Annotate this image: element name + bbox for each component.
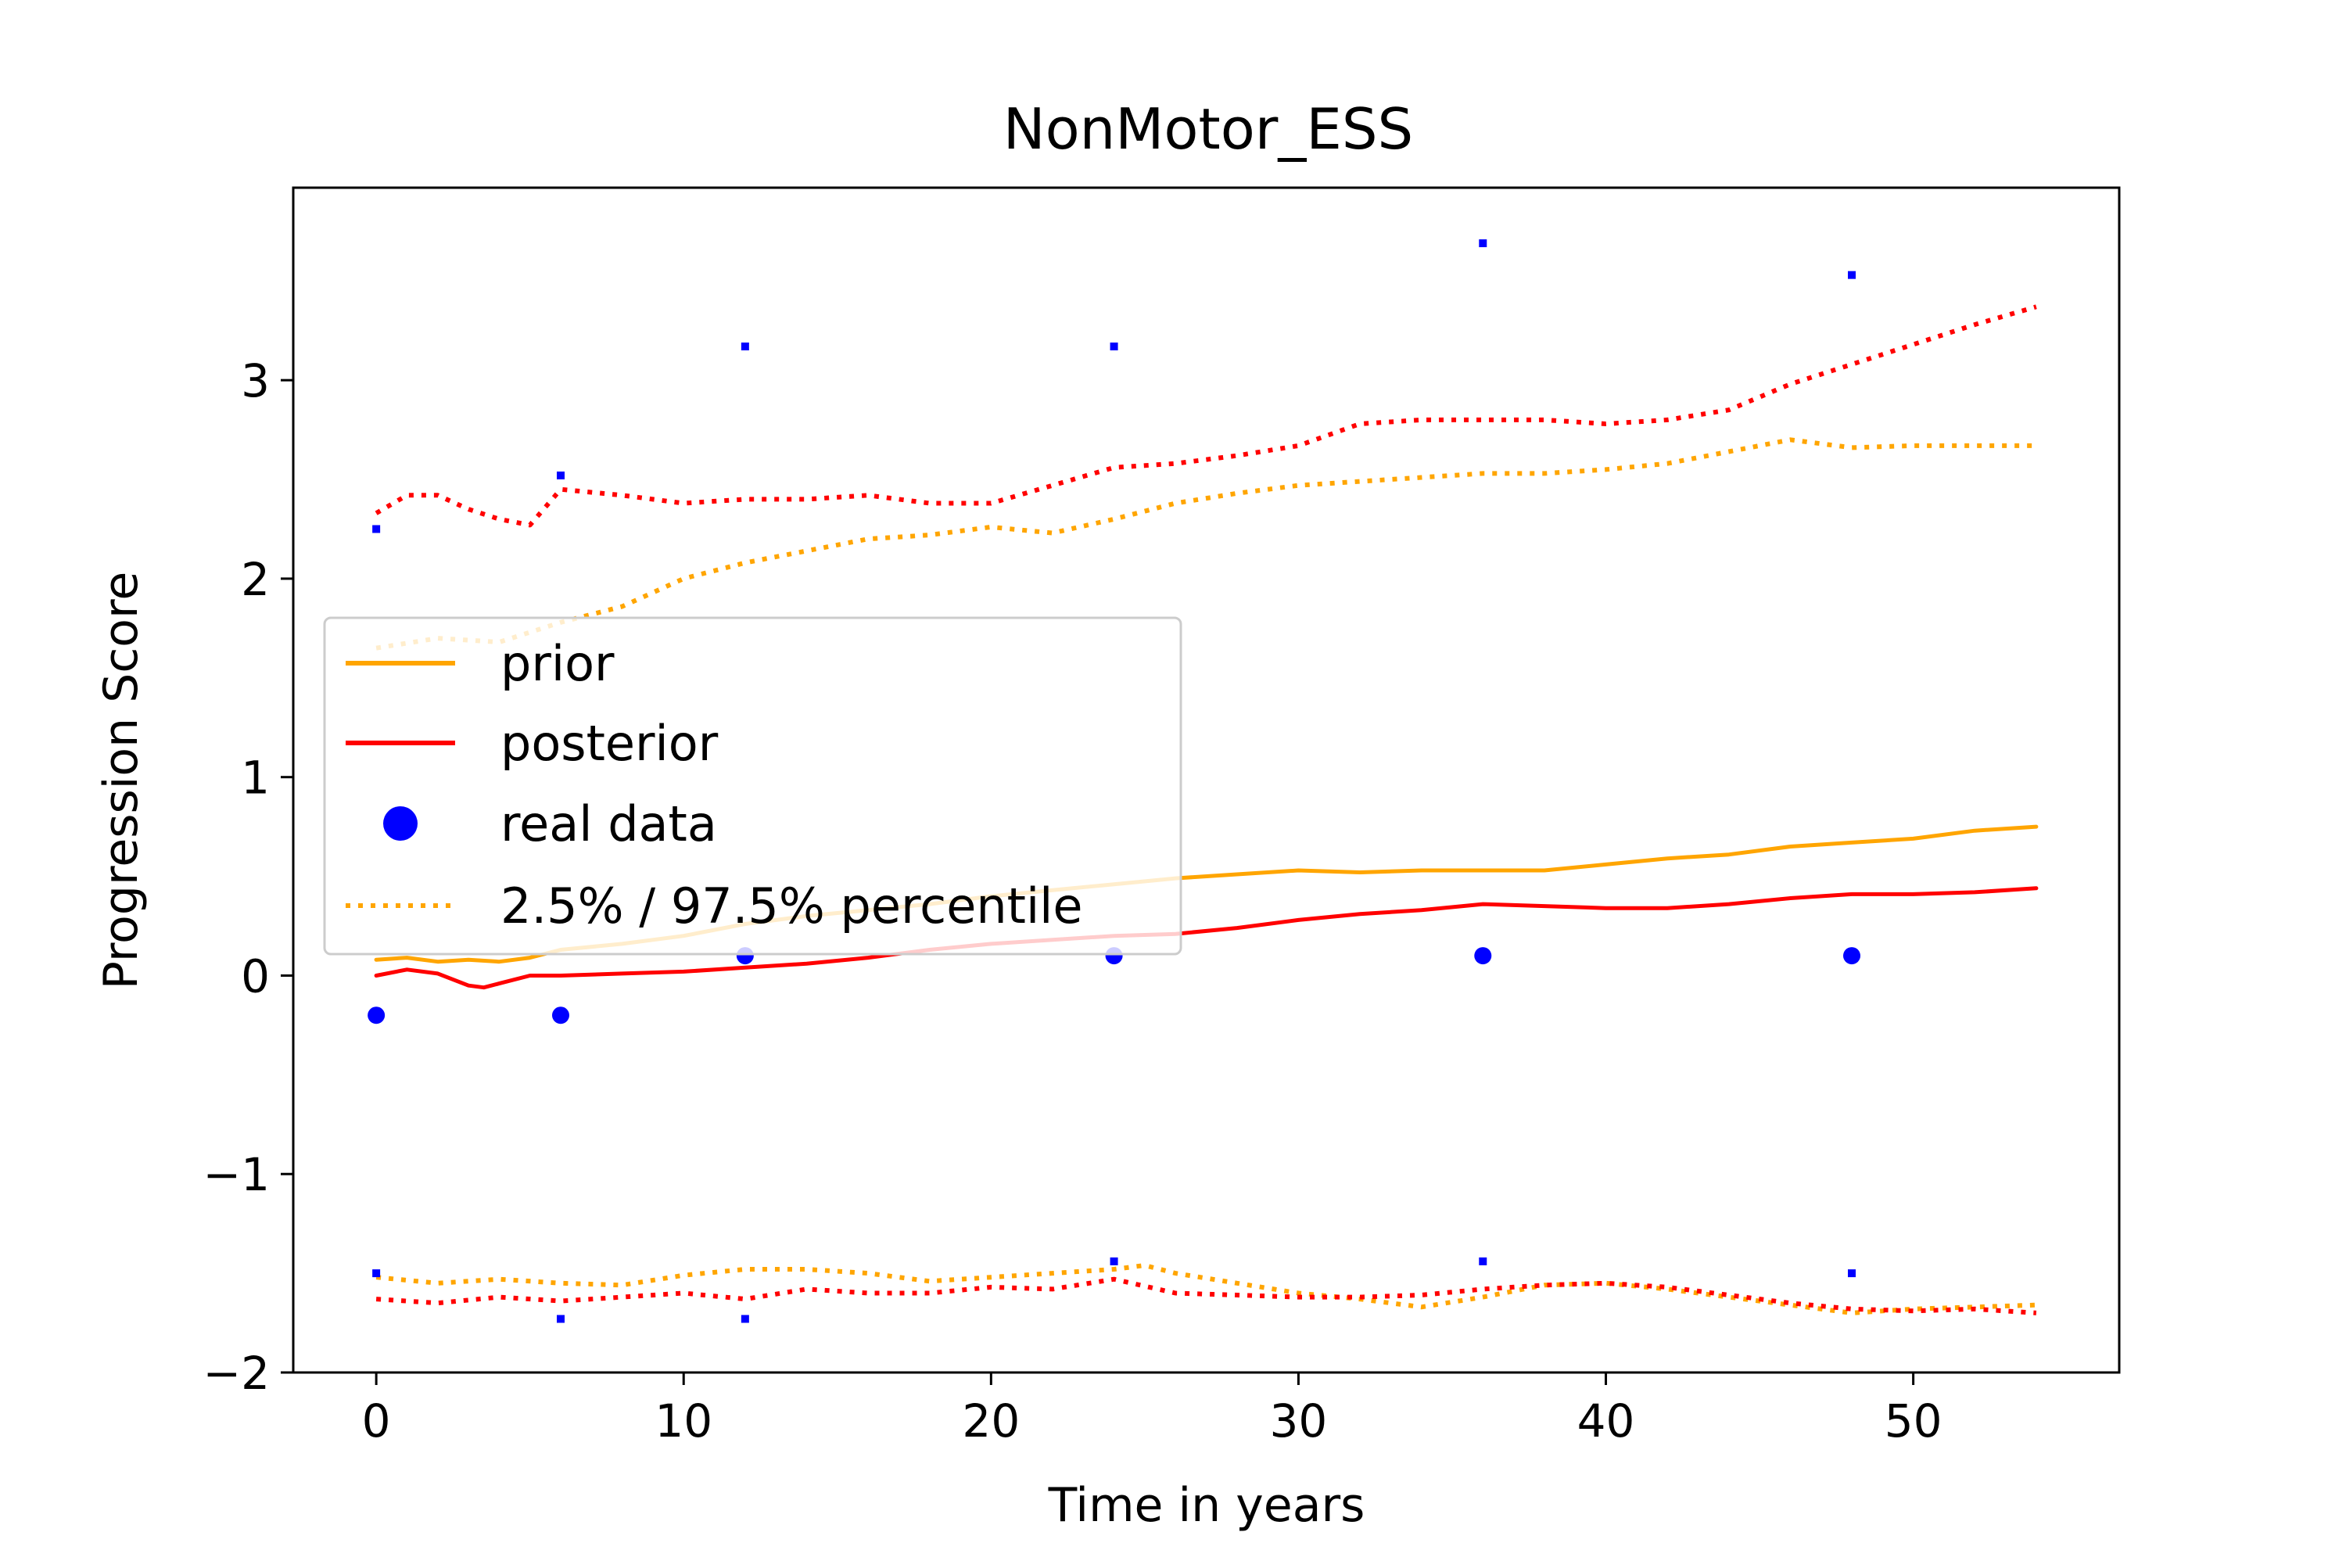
data-point-percentile-marker xyxy=(741,1315,749,1323)
data-point-percentile-marker xyxy=(556,471,565,479)
y-tick-label: 0 xyxy=(241,949,270,1003)
data-point-percentile-marker xyxy=(556,1315,565,1323)
legend-label: prior xyxy=(500,635,615,692)
plot-layer xyxy=(368,239,2039,1323)
x-tick-label: 0 xyxy=(362,1394,391,1448)
data-point-real-data xyxy=(1474,947,1492,965)
x-tick-label: 30 xyxy=(1270,1394,1328,1448)
y-tick-label: 2 xyxy=(241,553,270,606)
data-point-percentile-marker xyxy=(1848,271,1856,279)
x-axis: 0 10 20 30 40 50 xyxy=(362,1372,1942,1448)
series-line-prior-lower xyxy=(375,1263,2036,1315)
x-tick-label: 20 xyxy=(962,1394,1020,1448)
data-point-percentile-marker xyxy=(372,1269,381,1278)
data-point-percentile-marker xyxy=(1479,1257,1487,1265)
series-line-posterior-upper xyxy=(375,304,2037,528)
x-axis-label: Time in years xyxy=(1048,1478,1365,1533)
data-point-percentile-marker xyxy=(1848,1269,1856,1278)
data-point-percentile-marker xyxy=(741,343,749,351)
x-tick-label: 40 xyxy=(1577,1394,1635,1448)
data-point-percentile-marker xyxy=(1110,343,1118,351)
data-point-percentile-marker xyxy=(1479,239,1487,248)
x-tick-label: 10 xyxy=(655,1394,712,1448)
y-tick-label: 1 xyxy=(241,752,270,805)
plot-frame xyxy=(292,186,2121,1374)
chart-title: NonMotor_ESS xyxy=(1003,96,1414,162)
series-line-posterior-lower xyxy=(375,1276,2037,1315)
data-point-percentile-marker xyxy=(1110,1257,1118,1265)
legend-label: real data xyxy=(500,795,717,852)
data-point-real-data xyxy=(551,1006,569,1024)
y-tick-label: 3 xyxy=(241,354,270,407)
y-axis: −2 −1 0 1 2 3 xyxy=(203,354,293,1400)
series-line-prior-upper xyxy=(375,437,2036,651)
data-point-real-data xyxy=(1843,947,1861,965)
x-tick-label: 50 xyxy=(1885,1394,1942,1448)
legend-label: posterior xyxy=(500,715,719,772)
legend-label: 2.5% / 97.5% percentile xyxy=(500,877,1083,935)
data-point-percentile-marker xyxy=(372,525,381,533)
legend-swatch-real-data xyxy=(383,806,418,841)
legend-frame xyxy=(323,616,1182,956)
legend: prior posterior real data 2.5% / 97.5% perc… xyxy=(323,616,1182,956)
y-tick-label: −1 xyxy=(203,1148,271,1201)
y-tick-label: −2 xyxy=(203,1347,271,1400)
y-axis-label: Progression Score xyxy=(94,572,149,990)
data-point-real-data xyxy=(368,1006,386,1024)
